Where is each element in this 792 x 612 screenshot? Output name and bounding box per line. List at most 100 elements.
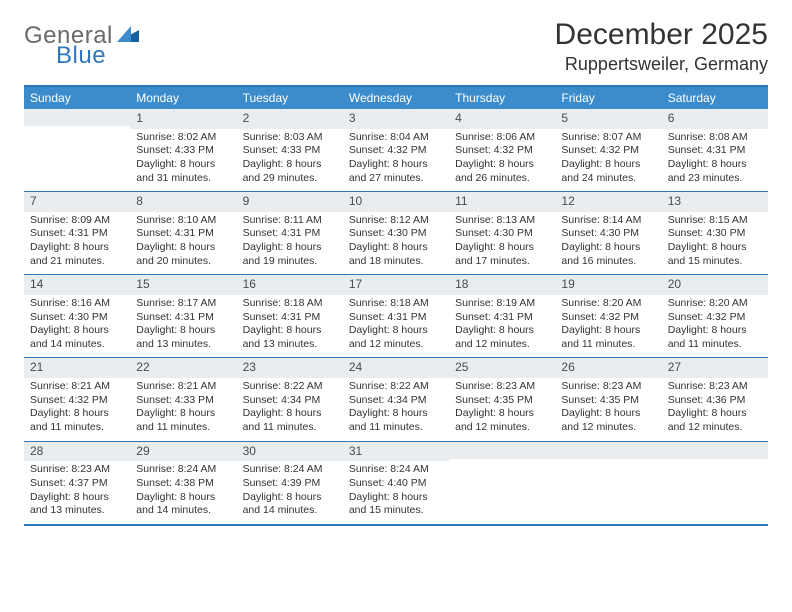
sunrise: Sunrise: 8:19 AM — [455, 297, 549, 311]
day-body: Sunrise: 8:10 AMSunset: 4:31 PMDaylight:… — [130, 212, 236, 275]
day-number — [449, 442, 555, 459]
daylight: Daylight: 8 hours and 15 minutes. — [668, 241, 762, 268]
day-number: 17 — [343, 275, 449, 295]
day-cell: 30Sunrise: 8:24 AMSunset: 4:39 PMDayligh… — [237, 442, 343, 524]
day-cell — [662, 442, 768, 524]
day-cell: 13Sunrise: 8:15 AMSunset: 4:30 PMDayligh… — [662, 192, 768, 274]
sunset: Sunset: 4:31 PM — [668, 144, 762, 158]
daylight: Daylight: 8 hours and 19 minutes. — [243, 241, 337, 268]
daylight: Daylight: 8 hours and 13 minutes. — [243, 324, 337, 351]
day-cell: 27Sunrise: 8:23 AMSunset: 4:36 PMDayligh… — [662, 358, 768, 440]
sunrise: Sunrise: 8:20 AM — [668, 297, 762, 311]
day-body: Sunrise: 8:21 AMSunset: 4:32 PMDaylight:… — [24, 378, 130, 441]
daylight: Daylight: 8 hours and 23 minutes. — [668, 158, 762, 185]
day-cell: 18Sunrise: 8:19 AMSunset: 4:31 PMDayligh… — [449, 275, 555, 357]
day-body: Sunrise: 8:19 AMSunset: 4:31 PMDaylight:… — [449, 295, 555, 358]
daylight: Daylight: 8 hours and 12 minutes. — [455, 324, 549, 351]
sunset: Sunset: 4:34 PM — [349, 394, 443, 408]
daylight: Daylight: 8 hours and 14 minutes. — [136, 491, 230, 518]
day-cell: 28Sunrise: 8:23 AMSunset: 4:37 PMDayligh… — [24, 442, 130, 524]
day-cell: 20Sunrise: 8:20 AMSunset: 4:32 PMDayligh… — [662, 275, 768, 357]
day-body: Sunrise: 8:18 AMSunset: 4:31 PMDaylight:… — [343, 295, 449, 358]
sunrise: Sunrise: 8:16 AM — [30, 297, 124, 311]
sunset: Sunset: 4:32 PM — [561, 144, 655, 158]
sunset: Sunset: 4:30 PM — [668, 227, 762, 241]
sunrise: Sunrise: 8:22 AM — [243, 380, 337, 394]
day-number: 26 — [555, 358, 661, 378]
week-row: 28Sunrise: 8:23 AMSunset: 4:37 PMDayligh… — [24, 441, 768, 524]
day-body: Sunrise: 8:23 AMSunset: 4:35 PMDaylight:… — [555, 378, 661, 441]
sunrise: Sunrise: 8:24 AM — [243, 463, 337, 477]
sunset: Sunset: 4:30 PM — [349, 227, 443, 241]
sunset: Sunset: 4:31 PM — [136, 227, 230, 241]
day-body: Sunrise: 8:22 AMSunset: 4:34 PMDaylight:… — [343, 378, 449, 441]
dow-monday: Monday — [130, 87, 236, 109]
sunrise: Sunrise: 8:03 AM — [243, 131, 337, 145]
sunset: Sunset: 4:35 PM — [455, 394, 549, 408]
day-cell: 21Sunrise: 8:21 AMSunset: 4:32 PMDayligh… — [24, 358, 130, 440]
day-number: 5 — [555, 109, 661, 129]
day-body: Sunrise: 8:14 AMSunset: 4:30 PMDaylight:… — [555, 212, 661, 275]
sunrise: Sunrise: 8:13 AM — [455, 214, 549, 228]
sunset: Sunset: 4:31 PM — [243, 311, 337, 325]
daylight: Daylight: 8 hours and 16 minutes. — [561, 241, 655, 268]
sunrise: Sunrise: 8:11 AM — [243, 214, 337, 228]
day-number: 3 — [343, 109, 449, 129]
day-body: Sunrise: 8:13 AMSunset: 4:30 PMDaylight:… — [449, 212, 555, 275]
sunset: Sunset: 4:32 PM — [349, 144, 443, 158]
day-cell — [24, 109, 130, 191]
sunset: Sunset: 4:30 PM — [561, 227, 655, 241]
sunset: Sunset: 4:33 PM — [243, 144, 337, 158]
sunrise: Sunrise: 8:09 AM — [30, 214, 124, 228]
sunrise: Sunrise: 8:18 AM — [243, 297, 337, 311]
sunrise: Sunrise: 8:23 AM — [668, 380, 762, 394]
day-cell: 15Sunrise: 8:17 AMSunset: 4:31 PMDayligh… — [130, 275, 236, 357]
dow-sunday: Sunday — [24, 87, 130, 109]
title-block: December 2025 Ruppertsweiler, Germany — [555, 18, 768, 75]
sunset: Sunset: 4:39 PM — [243, 477, 337, 491]
day-body: Sunrise: 8:11 AMSunset: 4:31 PMDaylight:… — [237, 212, 343, 275]
daylight: Daylight: 8 hours and 11 minutes. — [349, 407, 443, 434]
sunrise: Sunrise: 8:06 AM — [455, 131, 549, 145]
calendar: Sunday Monday Tuesday Wednesday Thursday… — [24, 85, 768, 526]
day-body: Sunrise: 8:18 AMSunset: 4:31 PMDaylight:… — [237, 295, 343, 358]
sunrise: Sunrise: 8:23 AM — [30, 463, 124, 477]
day-body: Sunrise: 8:24 AMSunset: 4:40 PMDaylight:… — [343, 461, 449, 524]
day-body: Sunrise: 8:16 AMSunset: 4:30 PMDaylight:… — [24, 295, 130, 358]
sunset: Sunset: 4:32 PM — [455, 144, 549, 158]
daylight: Daylight: 8 hours and 11 minutes. — [30, 407, 124, 434]
sunrise: Sunrise: 8:12 AM — [349, 214, 443, 228]
sunrise: Sunrise: 8:24 AM — [136, 463, 230, 477]
day-number: 12 — [555, 192, 661, 212]
day-body: Sunrise: 8:03 AMSunset: 4:33 PMDaylight:… — [237, 129, 343, 192]
day-cell: 3Sunrise: 8:04 AMSunset: 4:32 PMDaylight… — [343, 109, 449, 191]
day-cell: 19Sunrise: 8:20 AMSunset: 4:32 PMDayligh… — [555, 275, 661, 357]
day-cell: 4Sunrise: 8:06 AMSunset: 4:32 PMDaylight… — [449, 109, 555, 191]
sunset: Sunset: 4:38 PM — [136, 477, 230, 491]
day-cell: 25Sunrise: 8:23 AMSunset: 4:35 PMDayligh… — [449, 358, 555, 440]
day-number: 14 — [24, 275, 130, 295]
day-number: 13 — [662, 192, 768, 212]
daylight: Daylight: 8 hours and 12 minutes. — [668, 407, 762, 434]
week-row: 7Sunrise: 8:09 AMSunset: 4:31 PMDaylight… — [24, 191, 768, 274]
sunrise: Sunrise: 8:21 AM — [30, 380, 124, 394]
daylight: Daylight: 8 hours and 20 minutes. — [136, 241, 230, 268]
sunrise: Sunrise: 8:23 AM — [455, 380, 549, 394]
day-cell: 8Sunrise: 8:10 AMSunset: 4:31 PMDaylight… — [130, 192, 236, 274]
dow-friday: Friday — [555, 87, 661, 109]
day-number: 27 — [662, 358, 768, 378]
day-cell — [555, 442, 661, 524]
location: Ruppertsweiler, Germany — [555, 54, 768, 75]
day-body: Sunrise: 8:24 AMSunset: 4:39 PMDaylight:… — [237, 461, 343, 524]
sunrise: Sunrise: 8:21 AM — [136, 380, 230, 394]
day-number: 29 — [130, 442, 236, 462]
day-number: 22 — [130, 358, 236, 378]
day-body: Sunrise: 8:07 AMSunset: 4:32 PMDaylight:… — [555, 129, 661, 192]
day-body — [662, 459, 768, 467]
day-number: 4 — [449, 109, 555, 129]
sunrise: Sunrise: 8:22 AM — [349, 380, 443, 394]
month-title: December 2025 — [555, 18, 768, 52]
daylight: Daylight: 8 hours and 12 minutes. — [561, 407, 655, 434]
day-cell — [449, 442, 555, 524]
day-number: 10 — [343, 192, 449, 212]
